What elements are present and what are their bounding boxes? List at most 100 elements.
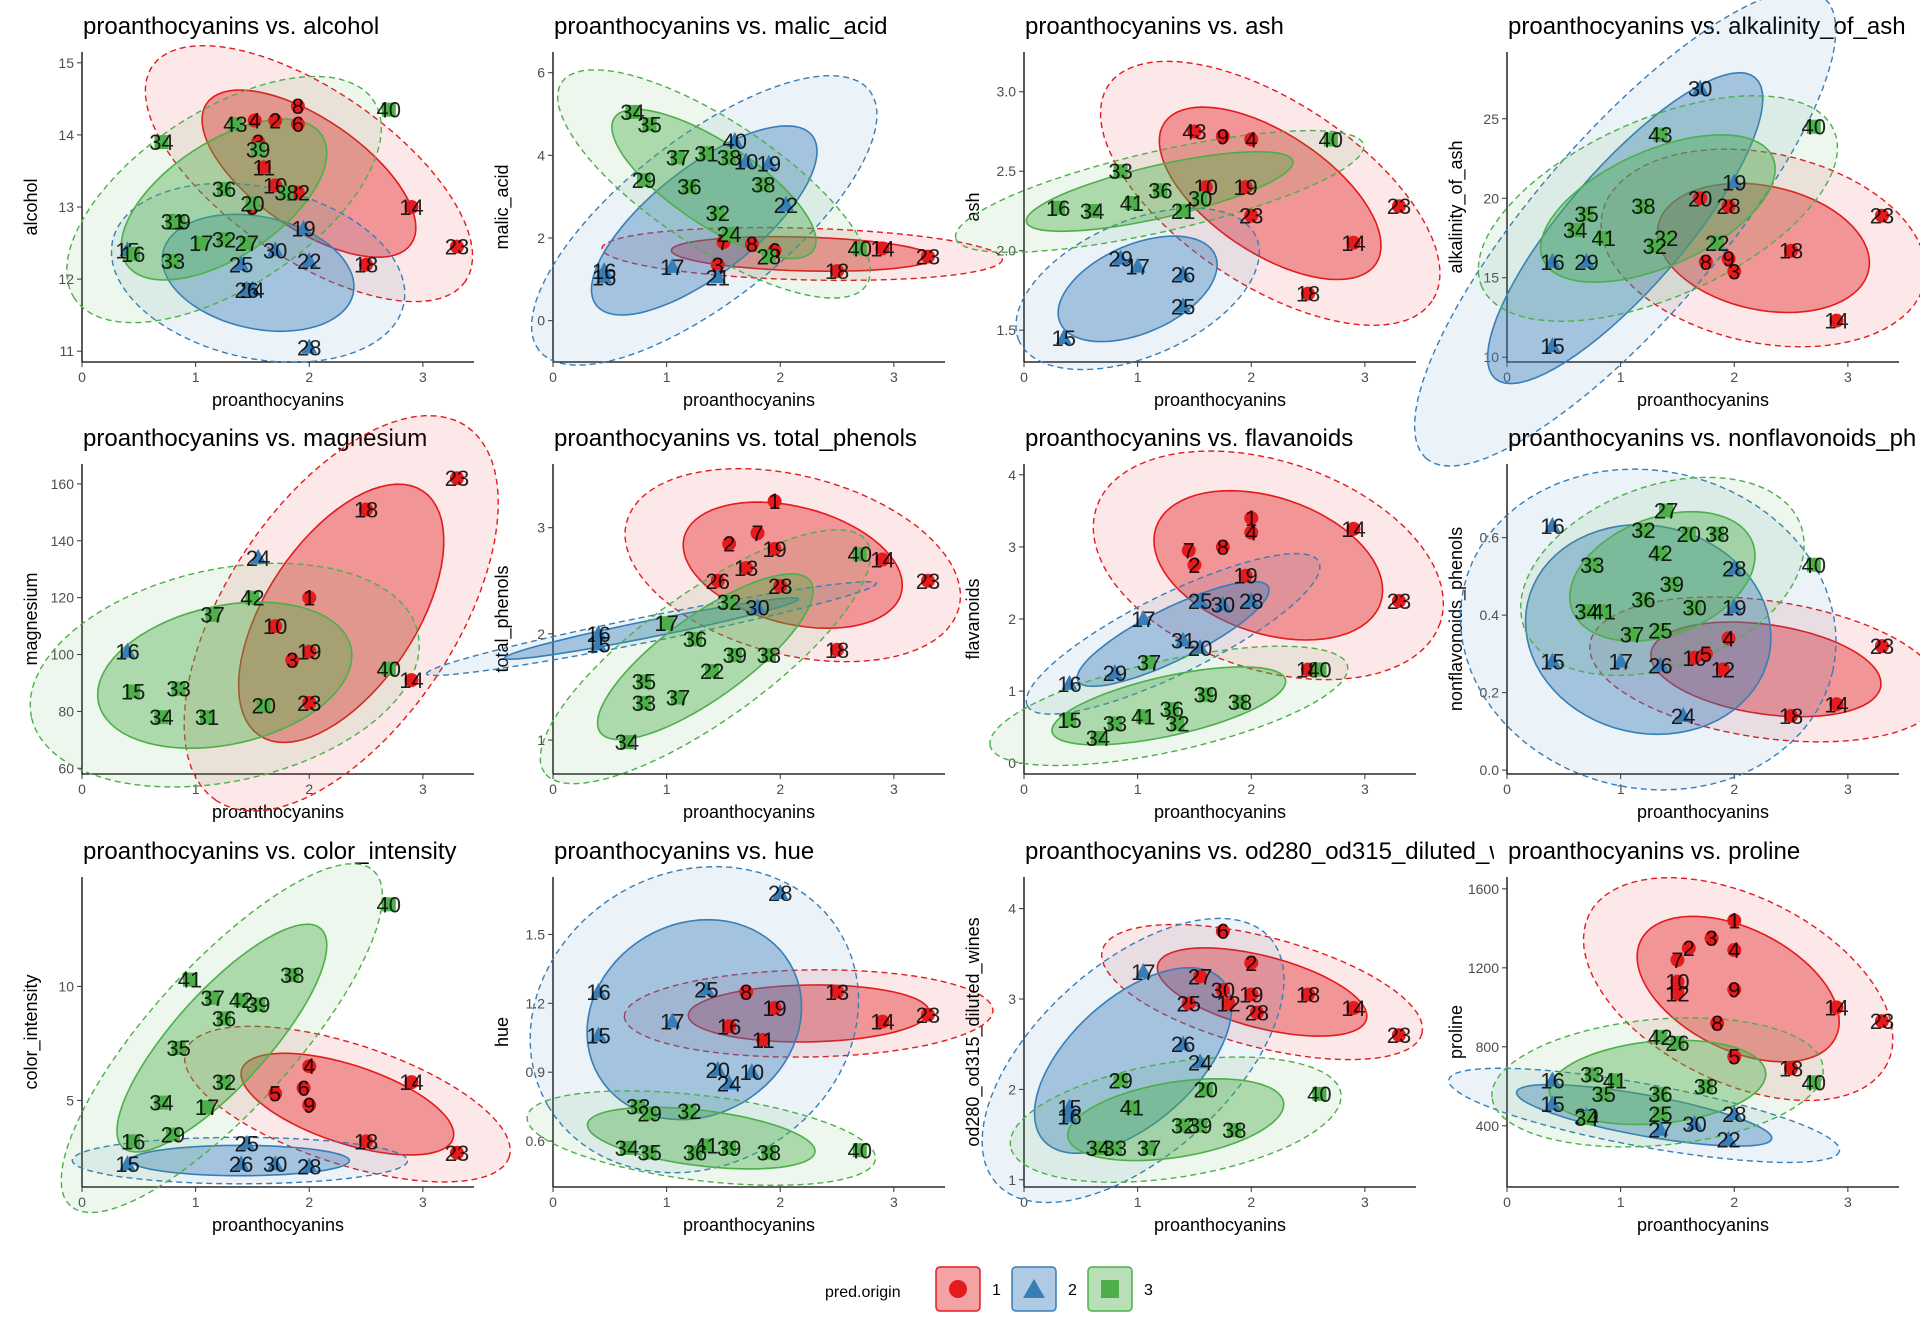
point-marker bbox=[1346, 235, 1361, 250]
point-marker bbox=[359, 502, 374, 517]
point-label: 38 bbox=[717, 145, 741, 170]
point-label: 9 bbox=[1217, 124, 1229, 149]
concentration-ellipse bbox=[1153, 489, 1384, 641]
point-label: 22 bbox=[774, 193, 798, 218]
point-marker bbox=[1323, 132, 1338, 147]
point-marker bbox=[1346, 1001, 1361, 1016]
point-marker bbox=[1721, 631, 1736, 646]
point-label: 4 bbox=[1245, 127, 1257, 152]
y-tick-label: 1.2 bbox=[526, 995, 546, 1011]
confidence-ellipse-95 bbox=[1448, 1067, 1841, 1164]
point-marker bbox=[1227, 1123, 1242, 1138]
square-icon bbox=[1101, 1280, 1119, 1298]
point-label: 32 bbox=[1642, 234, 1666, 259]
point-label: 36 bbox=[677, 174, 701, 199]
point-label: 12 bbox=[1665, 981, 1689, 1006]
point-label: 5 bbox=[269, 1082, 281, 1107]
point-label: 15 bbox=[1052, 326, 1076, 351]
confidence-ellipse-95 bbox=[981, 917, 1285, 1204]
point-label: 34 bbox=[1574, 599, 1598, 624]
point-label: 8 bbox=[1217, 535, 1229, 560]
point-marker bbox=[920, 573, 935, 588]
point-label: 20 bbox=[1194, 1077, 1218, 1102]
point-marker bbox=[619, 735, 634, 750]
point-marker bbox=[1346, 521, 1361, 536]
y-tick-label: 100 bbox=[51, 647, 75, 663]
point-marker bbox=[727, 648, 742, 663]
point-label: 40 bbox=[1802, 1070, 1826, 1095]
y-tick-label: 0 bbox=[1008, 755, 1016, 771]
point-label: 38 bbox=[751, 172, 775, 197]
point-marker bbox=[625, 104, 640, 119]
point-label: 34 bbox=[1563, 218, 1587, 243]
point-label: 14 bbox=[1341, 996, 1365, 1021]
y-tick-label: 4 bbox=[537, 147, 545, 163]
point-label: 40 bbox=[848, 1138, 872, 1163]
point-label: 23 bbox=[1870, 1009, 1894, 1034]
point-marker bbox=[205, 607, 220, 622]
point-label: 36 bbox=[683, 627, 707, 652]
point-marker bbox=[726, 131, 743, 147]
point-marker bbox=[251, 997, 266, 1012]
point-label: 23 bbox=[916, 1003, 940, 1028]
point-label: 15 bbox=[1540, 1092, 1564, 1117]
x-tick-label: 0 bbox=[549, 369, 557, 385]
point-label: 31 bbox=[195, 705, 219, 730]
point-marker bbox=[682, 1104, 697, 1119]
point-marker bbox=[642, 117, 657, 132]
point-label: 37 bbox=[1620, 623, 1644, 648]
y-tick-label: 2 bbox=[537, 230, 545, 246]
point-marker bbox=[590, 982, 607, 998]
point-label: 8 bbox=[1711, 1011, 1723, 1036]
point-marker bbox=[217, 232, 232, 247]
x-tick-label: 1 bbox=[663, 369, 671, 385]
x-tick-label: 3 bbox=[1361, 369, 1369, 385]
point-label: 41 bbox=[1591, 226, 1615, 251]
point-marker bbox=[245, 196, 260, 211]
point-label: 33 bbox=[1580, 1062, 1604, 1087]
point-label: 13 bbox=[825, 980, 849, 1005]
point-marker bbox=[1727, 913, 1742, 928]
point-marker bbox=[590, 1026, 607, 1042]
point-label: 24 bbox=[1188, 1050, 1212, 1075]
point-label: 17 bbox=[660, 255, 684, 280]
point-label: 28 bbox=[768, 881, 792, 906]
y-axis-label: alkalinity_of_ash bbox=[1446, 140, 1467, 273]
point-label: 42 bbox=[229, 988, 253, 1013]
point-label: 10 bbox=[734, 150, 758, 175]
x-tick-label: 0 bbox=[78, 1194, 86, 1210]
point-marker bbox=[1193, 191, 1208, 206]
y-tick-label: 2 bbox=[1008, 611, 1016, 627]
point-marker bbox=[381, 897, 396, 912]
point-marker bbox=[154, 710, 169, 725]
point-marker bbox=[285, 653, 300, 668]
point-label: 21 bbox=[1171, 199, 1195, 224]
point-marker bbox=[182, 972, 197, 987]
y-tick-label: 3 bbox=[1008, 539, 1016, 555]
x-tick-label: 2 bbox=[1730, 1194, 1738, 1210]
y-tick-label: 140 bbox=[51, 533, 75, 549]
point-marker bbox=[705, 664, 720, 679]
point-marker bbox=[1301, 662, 1316, 677]
point-marker bbox=[761, 1145, 776, 1160]
point-marker bbox=[756, 177, 771, 192]
point-label: 16 bbox=[592, 259, 616, 284]
point-marker bbox=[777, 195, 794, 211]
x-tick-label: 1 bbox=[663, 1194, 671, 1210]
point-label: 32 bbox=[212, 227, 236, 252]
y-tick-label: 15 bbox=[1483, 270, 1499, 286]
point-marker bbox=[1141, 655, 1156, 670]
point-marker bbox=[381, 102, 396, 117]
point-marker bbox=[1544, 1095, 1561, 1111]
point-marker bbox=[302, 590, 317, 605]
point-marker bbox=[1136, 709, 1151, 724]
point-label: 23 bbox=[1387, 589, 1411, 614]
point-label: 23 bbox=[1387, 194, 1411, 219]
point-marker bbox=[1544, 252, 1561, 268]
point-marker bbox=[875, 552, 890, 567]
point-marker bbox=[301, 338, 318, 354]
point-marker bbox=[1193, 969, 1208, 984]
point-label: 28 bbox=[1716, 194, 1740, 219]
point-label: 23 bbox=[445, 1141, 469, 1166]
point-marker bbox=[449, 471, 464, 486]
